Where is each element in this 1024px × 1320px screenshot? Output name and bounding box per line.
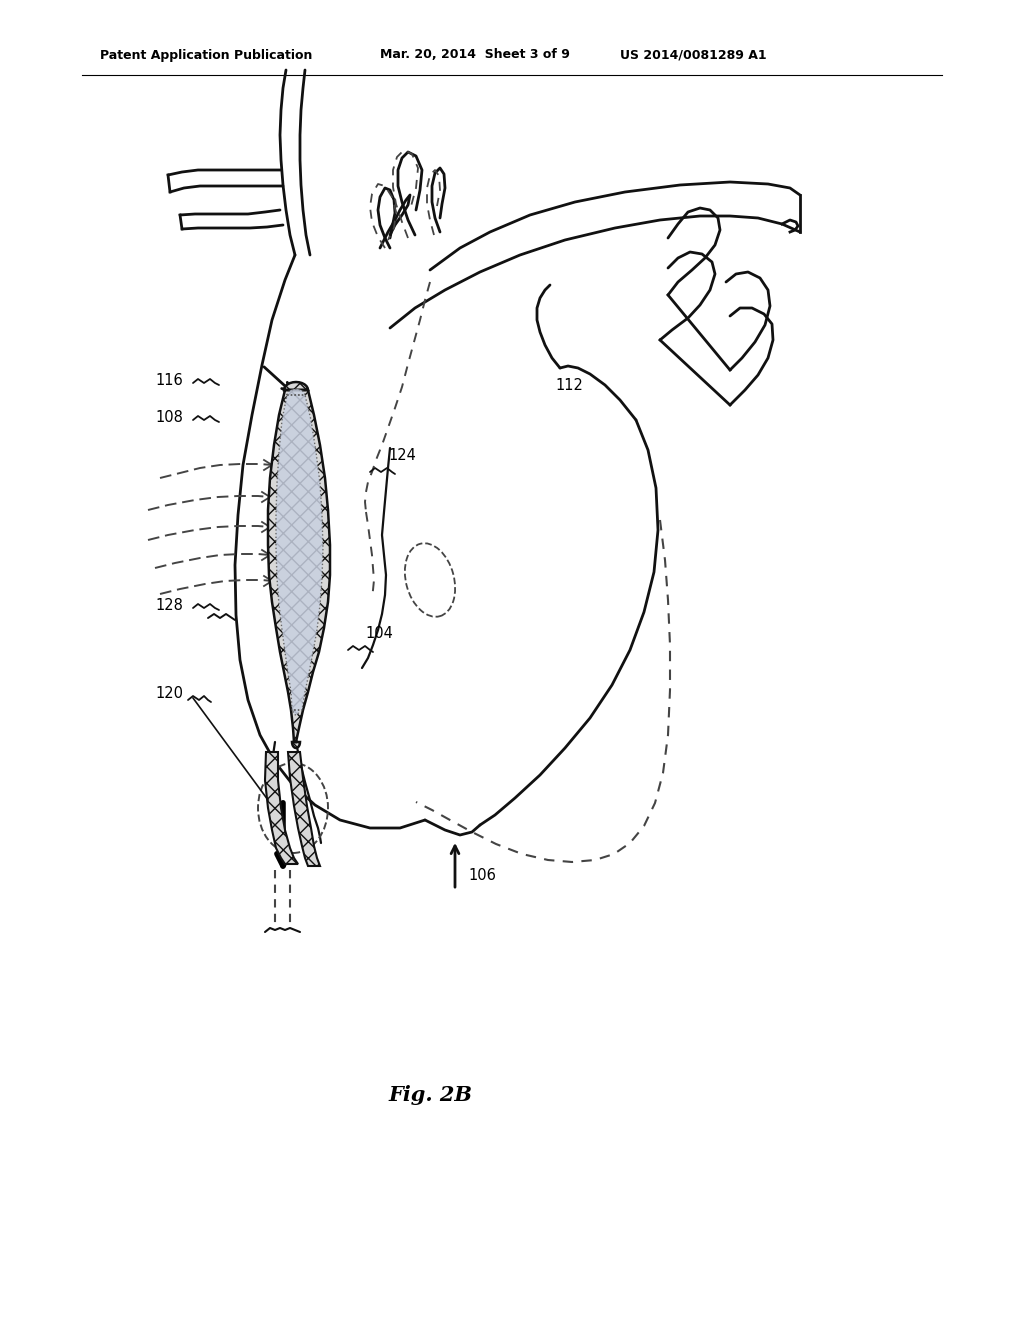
Text: Fig. 2B: Fig. 2B xyxy=(388,1085,472,1105)
Text: Mar. 20, 2014  Sheet 3 of 9: Mar. 20, 2014 Sheet 3 of 9 xyxy=(380,49,570,62)
Text: 112: 112 xyxy=(555,378,583,393)
Text: 104: 104 xyxy=(365,626,393,642)
Polygon shape xyxy=(265,752,298,865)
Text: Patent Application Publication: Patent Application Publication xyxy=(100,49,312,62)
Text: 116: 116 xyxy=(155,374,182,388)
Text: 106: 106 xyxy=(468,869,496,883)
Text: 120: 120 xyxy=(155,686,183,701)
Text: 124: 124 xyxy=(388,447,416,463)
Text: 108: 108 xyxy=(155,411,183,425)
Text: US 2014/0081289 A1: US 2014/0081289 A1 xyxy=(620,49,767,62)
Polygon shape xyxy=(288,752,319,866)
Polygon shape xyxy=(268,381,330,748)
Text: 128: 128 xyxy=(155,598,183,612)
Polygon shape xyxy=(276,389,323,715)
